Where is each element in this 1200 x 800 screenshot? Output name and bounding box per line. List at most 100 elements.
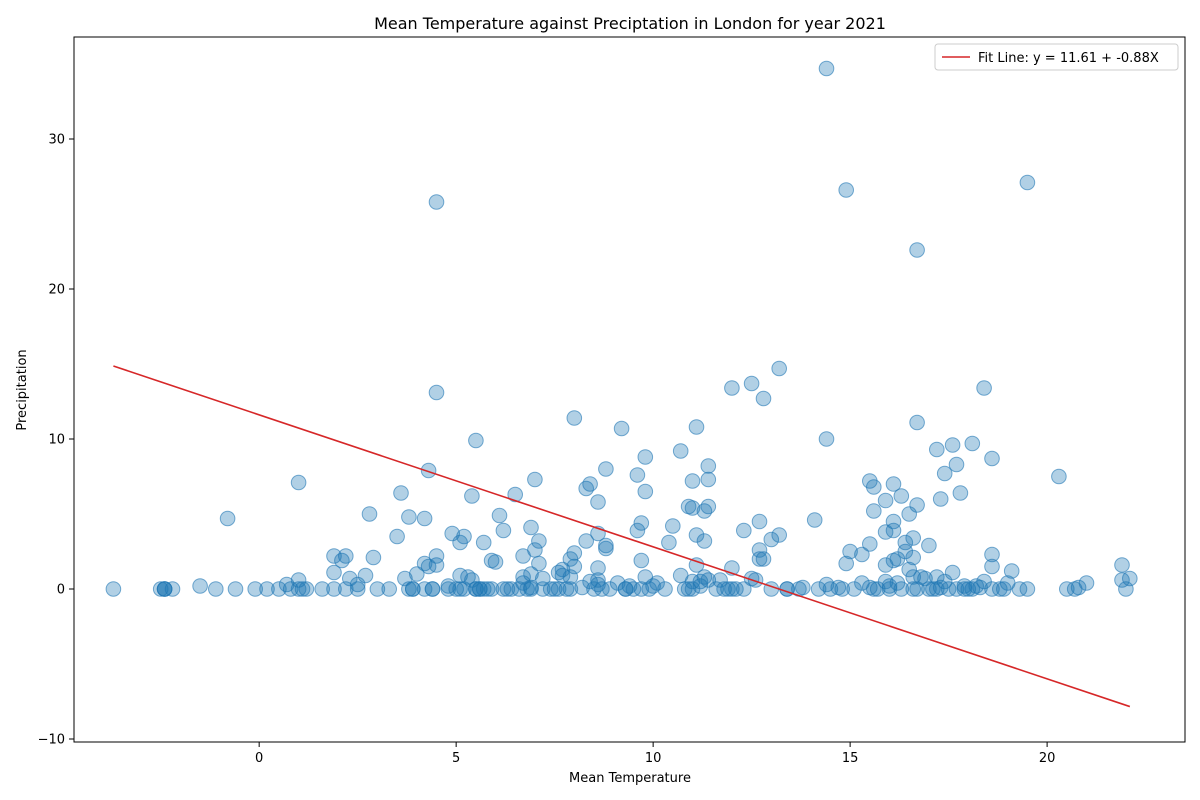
x-tick-label: 15 (842, 751, 859, 766)
scatter-point (684, 473, 701, 489)
scatter-point (893, 581, 910, 597)
scatter-point (661, 534, 677, 551)
scatter-point (164, 581, 181, 597)
scatter-point (665, 518, 681, 534)
scatter-point (629, 467, 646, 483)
fit-line (113, 365, 1131, 708)
x-tick-label: 10 (645, 751, 662, 766)
scatter-point (755, 551, 772, 567)
scatter-point (472, 581, 488, 597)
scatter-point (866, 479, 882, 495)
scatter-point (842, 543, 858, 560)
x-tick-label: 20 (1039, 751, 1056, 766)
scatter-point (948, 456, 965, 473)
scatter-point (905, 549, 922, 566)
scatter-point (771, 527, 788, 543)
scatter-point (992, 581, 1008, 597)
scatter-point (495, 522, 512, 539)
scatter-point (736, 522, 752, 539)
scatter-point (838, 182, 855, 198)
scatter-point (1051, 468, 1067, 485)
legend: Fit Line: y = 11.61 + -0.88X (934, 43, 1179, 71)
scatter-point (944, 564, 961, 581)
scatter-point (897, 534, 914, 551)
scatter-point (590, 560, 606, 576)
scatter-point (420, 558, 437, 575)
scatter-point (944, 437, 961, 453)
scatter-point (822, 581, 839, 597)
scatter-point (208, 581, 224, 597)
scatter-point (156, 581, 173, 597)
scatter-point (566, 558, 583, 575)
scatter-point (905, 530, 922, 546)
scatter-point (909, 497, 925, 513)
scatter-point (416, 510, 433, 527)
y-tick-label: 20 (48, 283, 65, 298)
scatter-point (381, 581, 398, 597)
x-tick-label: 0 (255, 751, 263, 766)
scatter-point (909, 581, 925, 597)
scatter-point (724, 380, 740, 396)
scatter-point (338, 548, 354, 564)
scatter-point (416, 581, 433, 597)
scatter-point (475, 534, 492, 551)
scatter-point (491, 507, 508, 524)
scatter-point (846, 581, 862, 597)
scatter-point (909, 242, 925, 258)
scatter-point (771, 360, 788, 377)
scatter-point (247, 581, 263, 597)
x-tick-label: 5 (452, 751, 460, 766)
scatter-point (984, 450, 1000, 467)
y-axis-label: Precipitation (15, 349, 30, 430)
scatter-point (456, 528, 472, 545)
scatter-point (708, 581, 725, 597)
scatter-point (389, 528, 405, 545)
scatter-point (854, 546, 870, 563)
scatter-point (440, 578, 457, 594)
scatter-point (428, 384, 445, 401)
scatter-point (696, 533, 713, 549)
scatter-point (271, 581, 287, 597)
scatter-point (1003, 563, 1020, 579)
scatter-point (566, 410, 583, 426)
scatter-point (905, 581, 922, 597)
scatter-point (420, 462, 437, 479)
y-tick-label: 0 (57, 583, 65, 598)
scatter-point (259, 581, 275, 597)
y-tick-label: 10 (48, 433, 65, 448)
scatter-point (495, 581, 512, 597)
scatter-point (929, 441, 945, 458)
scatter-point (936, 465, 953, 482)
scatter-point (921, 537, 937, 554)
scatter-point (921, 581, 937, 597)
scatter-point (1114, 572, 1130, 588)
scatter-point (105, 581, 122, 597)
scatter-point (877, 492, 894, 509)
scatter-point (893, 488, 910, 504)
scatter-point (294, 581, 311, 597)
scatter-point (940, 581, 957, 597)
scatter-point (464, 488, 480, 504)
scatter-point (885, 513, 902, 530)
scatter-point (590, 572, 606, 588)
scatter-point (428, 548, 445, 564)
scatter-point (365, 549, 382, 566)
scatter-point (479, 581, 496, 597)
scatter-point (629, 522, 646, 539)
y-axis-ticks: −10 0 10 20 30 (38, 133, 74, 748)
scatter-point (452, 581, 468, 597)
scatter-point (964, 435, 981, 452)
scatter-point (562, 581, 579, 597)
scatter-point (720, 581, 736, 597)
scatter-point (468, 581, 484, 597)
scatter-point (342, 570, 358, 587)
scatter-point (326, 548, 342, 564)
scatter-point (598, 461, 614, 477)
scatter-point (747, 572, 764, 588)
scatter-point (535, 581, 551, 597)
scatter-point (475, 581, 492, 597)
scatter-point (633, 515, 650, 531)
scatter-point (1070, 579, 1087, 596)
scatter-point (724, 581, 740, 597)
